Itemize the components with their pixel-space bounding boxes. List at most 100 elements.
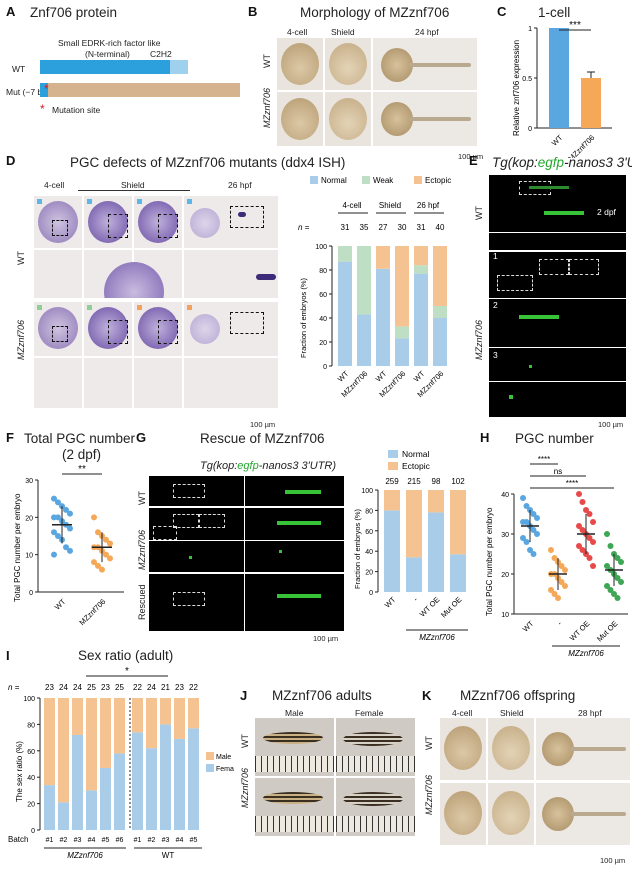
i-legend-swatch	[206, 764, 214, 772]
h-chart: Total PGC number per embryo 10 20 30 40 WT - W…	[485, 455, 628, 658]
f-data-point	[51, 529, 57, 536]
d-bar-segment	[338, 261, 352, 366]
h-data-point	[618, 579, 624, 585]
f-chart: Total PGC number per embryo 0 10 20 30 WT MZz…	[13, 464, 124, 627]
e-row-wt: WT	[474, 206, 484, 220]
i-y-tick-label: 20	[27, 802, 35, 809]
h-data-point	[590, 563, 596, 569]
i-batch-label: #4	[88, 837, 96, 844]
f-y-tick-label: 20	[25, 515, 33, 522]
i-y-tick-label: 40	[27, 775, 35, 782]
b-image-grid	[277, 38, 477, 148]
panel-f-title-2: (2 dpf)	[62, 447, 102, 462]
d-y-tick-label: 40	[319, 316, 327, 323]
g-y-tick-label: 20	[365, 570, 373, 577]
h-sig-label: ns	[554, 467, 562, 476]
h-y-tick-label: 30	[501, 532, 509, 539]
i-bar-male	[100, 698, 111, 768]
c-x-tick-label: WT	[550, 133, 565, 148]
g-bar-segment	[406, 557, 422, 592]
d-bar-segment	[357, 246, 371, 315]
panel-j-title: MZznf706 adults	[272, 688, 372, 703]
mutation-star-icon: *	[44, 82, 49, 96]
i-batch-label: #4	[176, 837, 184, 844]
h-data-point	[590, 539, 596, 545]
f-data-point	[51, 495, 57, 502]
h-ylabel: Total PGC number per embryo	[485, 507, 494, 616]
e-inset-1-marker: 1	[493, 251, 498, 261]
j-row-wt: WT	[240, 734, 250, 748]
h-x-tick-label: WT OE	[568, 619, 592, 643]
d-row-mz: MZznf706	[16, 319, 26, 360]
i-group-label-wt: WT	[162, 851, 175, 860]
d-y-tick-label: 0	[323, 364, 327, 371]
h-data-point	[611, 591, 617, 597]
j-col-female: Female	[355, 708, 384, 718]
mut-protein-remnant	[40, 83, 48, 97]
h-data-point	[551, 555, 558, 561]
d-bar-segment	[357, 314, 371, 366]
b-col-4cell: 4-cell	[287, 27, 308, 37]
g-y-tick-label: 60	[365, 529, 373, 536]
i-ylabel: The sex ratio (%)	[15, 741, 24, 802]
f-data-point	[95, 562, 101, 569]
g-bar-segment	[450, 490, 466, 555]
d-bar-segment	[414, 265, 428, 274]
i-bar-male	[188, 698, 199, 729]
g-bar-segment	[428, 490, 444, 513]
f-ylabel: Total PGC number per embryo	[13, 493, 22, 602]
panel-c-label: C	[497, 4, 507, 19]
f-data-point	[63, 544, 69, 551]
g-legend-swatch	[388, 462, 398, 470]
panel-f-title: Total PGC number	[24, 431, 136, 446]
d-x-tick-label: WT	[336, 369, 351, 384]
g-legend-label: Ectopic	[402, 461, 431, 471]
i-batch-label: #1	[134, 837, 142, 844]
f-data-point	[67, 510, 73, 517]
i-y-tick-label: 60	[27, 749, 35, 756]
h-data-point	[548, 587, 554, 593]
g-y-tick-label: 0	[369, 590, 373, 597]
e-inset-3-marker: 3	[493, 350, 498, 360]
h-data-point	[586, 535, 593, 541]
g-group-label: MZznf706	[419, 633, 455, 642]
d-y-tick-label: 60	[319, 292, 327, 299]
d-col-26hpf: 26 hpf	[228, 180, 252, 190]
panel-e-title: Tg(kop:egfp-nanos3 3'UTR)	[492, 155, 632, 170]
i-bar-male	[72, 698, 83, 735]
d-col-4cell: 4-cell	[44, 180, 65, 190]
h-data-point	[562, 583, 568, 589]
i-batch-label: #2	[148, 837, 156, 844]
h-data-point	[579, 547, 586, 553]
i-batch-label: #3	[74, 837, 82, 844]
f-sig-label: **	[78, 464, 86, 475]
f-data-point	[63, 506, 69, 513]
h-data-point	[607, 543, 614, 549]
d-n-value: 31	[417, 223, 426, 232]
b-row-mz: MZznf706	[262, 87, 272, 128]
i-y-tick-label: 0	[31, 828, 35, 835]
i-batch-label: #1	[46, 837, 54, 844]
i-bar-male	[132, 698, 143, 733]
panel-i-title: Sex ratio (adult)	[78, 648, 174, 663]
panel-j-label: J	[240, 688, 248, 703]
g-row-mz: MZznf706	[137, 529, 147, 570]
h-data-point	[614, 595, 621, 601]
mut-label: Mut (−7 bp)	[6, 87, 50, 97]
h-data-point	[576, 523, 582, 529]
h-x-tick-label: -	[555, 619, 563, 627]
c-y-tick-label: 0.5	[522, 76, 532, 83]
h-data-point	[604, 563, 610, 569]
f-data-point	[51, 551, 57, 558]
i-batch-label: #3	[162, 837, 170, 844]
g-x-tick-label: -	[411, 595, 419, 603]
d-group-label: Shield	[379, 201, 401, 210]
g-n-value: 215	[407, 477, 421, 486]
i-n-value: 22	[189, 683, 198, 692]
wt-protein-tail	[170, 60, 188, 74]
f-y-tick-label: 0	[29, 590, 33, 597]
c2h2-label: C2H2	[150, 49, 172, 59]
panel-k-title: MZznf706 offspring	[460, 688, 576, 703]
g-y-tick-label: 40	[365, 549, 373, 556]
